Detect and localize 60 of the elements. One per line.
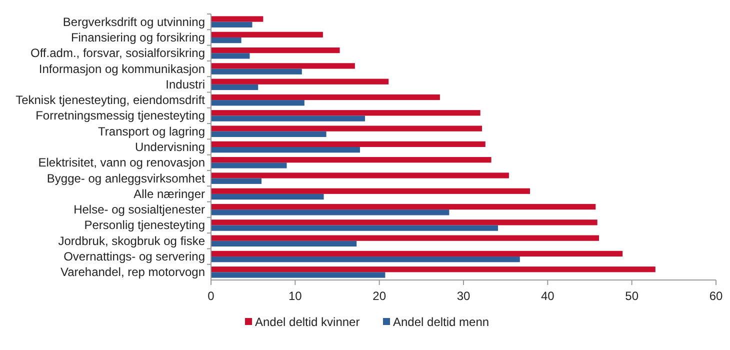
x-tick-label: 60	[709, 289, 723, 303]
bar	[211, 16, 264, 22]
bar	[211, 225, 498, 231]
bar	[211, 78, 389, 84]
x-tick-label: 0	[208, 289, 215, 303]
bar	[211, 94, 440, 100]
y-tick-label: Varehandel, rep motorvogn	[60, 265, 205, 280]
bar	[211, 194, 324, 200]
bar	[211, 53, 250, 59]
bar	[211, 266, 656, 272]
bar	[211, 240, 357, 247]
y-tick-label: Finansiering og forsikring	[70, 30, 205, 44]
bar	[211, 32, 323, 38]
bar	[211, 188, 530, 194]
y-tick-label: Off.adm., forsvar, sosialforsikring	[30, 46, 205, 60]
bar	[211, 157, 492, 163]
bar	[211, 131, 326, 137]
bar	[211, 235, 600, 241]
bar	[211, 147, 360, 153]
bar	[211, 256, 520, 262]
bar	[211, 210, 450, 216]
x-tick-label: 20	[372, 289, 386, 303]
bar	[211, 37, 242, 44]
y-tick-label: Elektrisitet, vann og renovasjon	[38, 156, 205, 170]
bar	[211, 68, 302, 74]
y-tick-label: Personlig tjenesteyting	[84, 218, 205, 232]
bar	[211, 22, 252, 28]
y-tick-label: Teknisk tjenesteyting, eiendomsdrift	[16, 93, 206, 108]
y-tick-label: Bygge- og anleggsvirksomhet	[46, 171, 206, 186]
bar	[211, 63, 355, 69]
bar	[211, 110, 480, 116]
x-tick-label: 50	[625, 289, 639, 303]
bar	[211, 162, 287, 168]
legend-label: Andel deltid menn	[393, 315, 490, 329]
x-tick-label: 10	[288, 289, 302, 303]
bar	[211, 84, 258, 90]
y-tick-label: Jordbruk, skogbruk og fiske	[58, 234, 206, 248]
y-tick-label: Helse- og sosialtjenester	[74, 202, 205, 217]
legend-label: Andel deltid kvinner	[255, 315, 360, 329]
bar	[211, 141, 486, 147]
bar	[211, 178, 262, 184]
x-tick-label: 30	[456, 289, 470, 303]
y-tick-label: Industri	[166, 77, 205, 92]
y-tick-label: Bergverksdrift og utvinning	[62, 14, 205, 29]
y-tick-label: Overnattings- og servering	[64, 250, 205, 264]
x-tick-label: 40	[540, 289, 555, 303]
bar	[211, 47, 340, 54]
y-tick-label: Forretningsmessig tjenesteyting	[36, 108, 205, 123]
bar	[211, 116, 366, 122]
bar	[211, 172, 509, 178]
bar	[211, 100, 304, 106]
y-tick-label: Informasjon og kommunikasjon	[38, 62, 205, 76]
bar	[211, 204, 596, 210]
y-tick-label: Undervisning	[134, 140, 205, 154]
bar	[211, 250, 623, 257]
bar	[211, 126, 482, 132]
bar	[211, 272, 386, 278]
bar	[211, 220, 598, 226]
y-tick-label: Transport og lagring	[98, 124, 205, 138]
y-tick-label: Alle næringer	[134, 186, 205, 201]
